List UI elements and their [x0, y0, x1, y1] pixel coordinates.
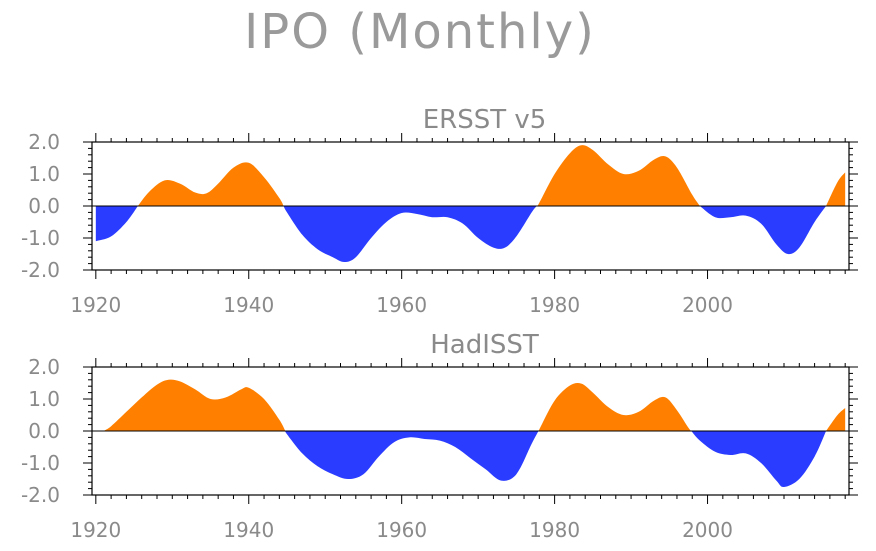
chart-title: ERSST v5	[423, 105, 547, 135]
positive-area-3	[536, 145, 700, 207]
chart-ersst: ERSST v5 1920 1940 1960 1980 2000 2.0 1.0 0.0 -1.…	[21, 105, 858, 317]
x-tick-label: 1940	[223, 293, 274, 317]
x-tick-label: 1940	[223, 518, 274, 542]
x-tick-label: 1920	[70, 293, 121, 317]
y-tick-label: 0.0	[28, 419, 60, 443]
chart-title: HadISST	[430, 330, 539, 360]
positive-area-4	[826, 407, 846, 431]
main-title: IPO (Monthly)	[244, 4, 596, 60]
x-tick-label: 1960	[376, 518, 427, 542]
y-tick-label: 0.0	[28, 194, 60, 218]
positive-area-5	[826, 172, 846, 206]
positive-area-0	[103, 379, 286, 431]
negative-area-4	[699, 206, 827, 255]
positive-area-2	[537, 382, 692, 433]
y-tick-label: -2.0	[21, 483, 60, 507]
x-tick-label: 1980	[529, 293, 580, 317]
x-tick-label: 1980	[529, 518, 580, 542]
positive-area-1	[137, 162, 284, 206]
negative-area-0	[95, 206, 138, 242]
chart-panel-ersst: ERSST v5 1920 1940 1960 1980 2000 2.0 1.0 0.0 -1.…	[0, 92, 876, 322]
chart-panel-hadisst: HadISST 1920 1940 1960 1980 2000 2.0 1.0 0.0 -1.0…	[0, 317, 876, 547]
y-tick-label: 1.0	[28, 387, 60, 411]
negative-area-3	[691, 431, 827, 488]
y-tick-label: -1.0	[21, 226, 60, 250]
y-tick-label: 2.0	[28, 130, 60, 154]
negative-area-2	[283, 206, 537, 262]
x-tick-label: 1920	[70, 518, 121, 542]
x-tick-label: 1960	[376, 293, 427, 317]
y-tick-label: -1.0	[21, 451, 60, 475]
x-tick-label: 2000	[682, 518, 733, 542]
chart-hadisst: HadISST 1920 1940 1960 1980 2000 2.0 1.0 0.0 -1.0…	[21, 330, 858, 542]
y-tick-label: 1.0	[28, 162, 60, 186]
x-tick-label: 2000	[682, 293, 733, 317]
y-tick-label: -2.0	[21, 258, 60, 282]
negative-area-1	[285, 431, 539, 481]
y-tick-label: 2.0	[28, 355, 60, 379]
